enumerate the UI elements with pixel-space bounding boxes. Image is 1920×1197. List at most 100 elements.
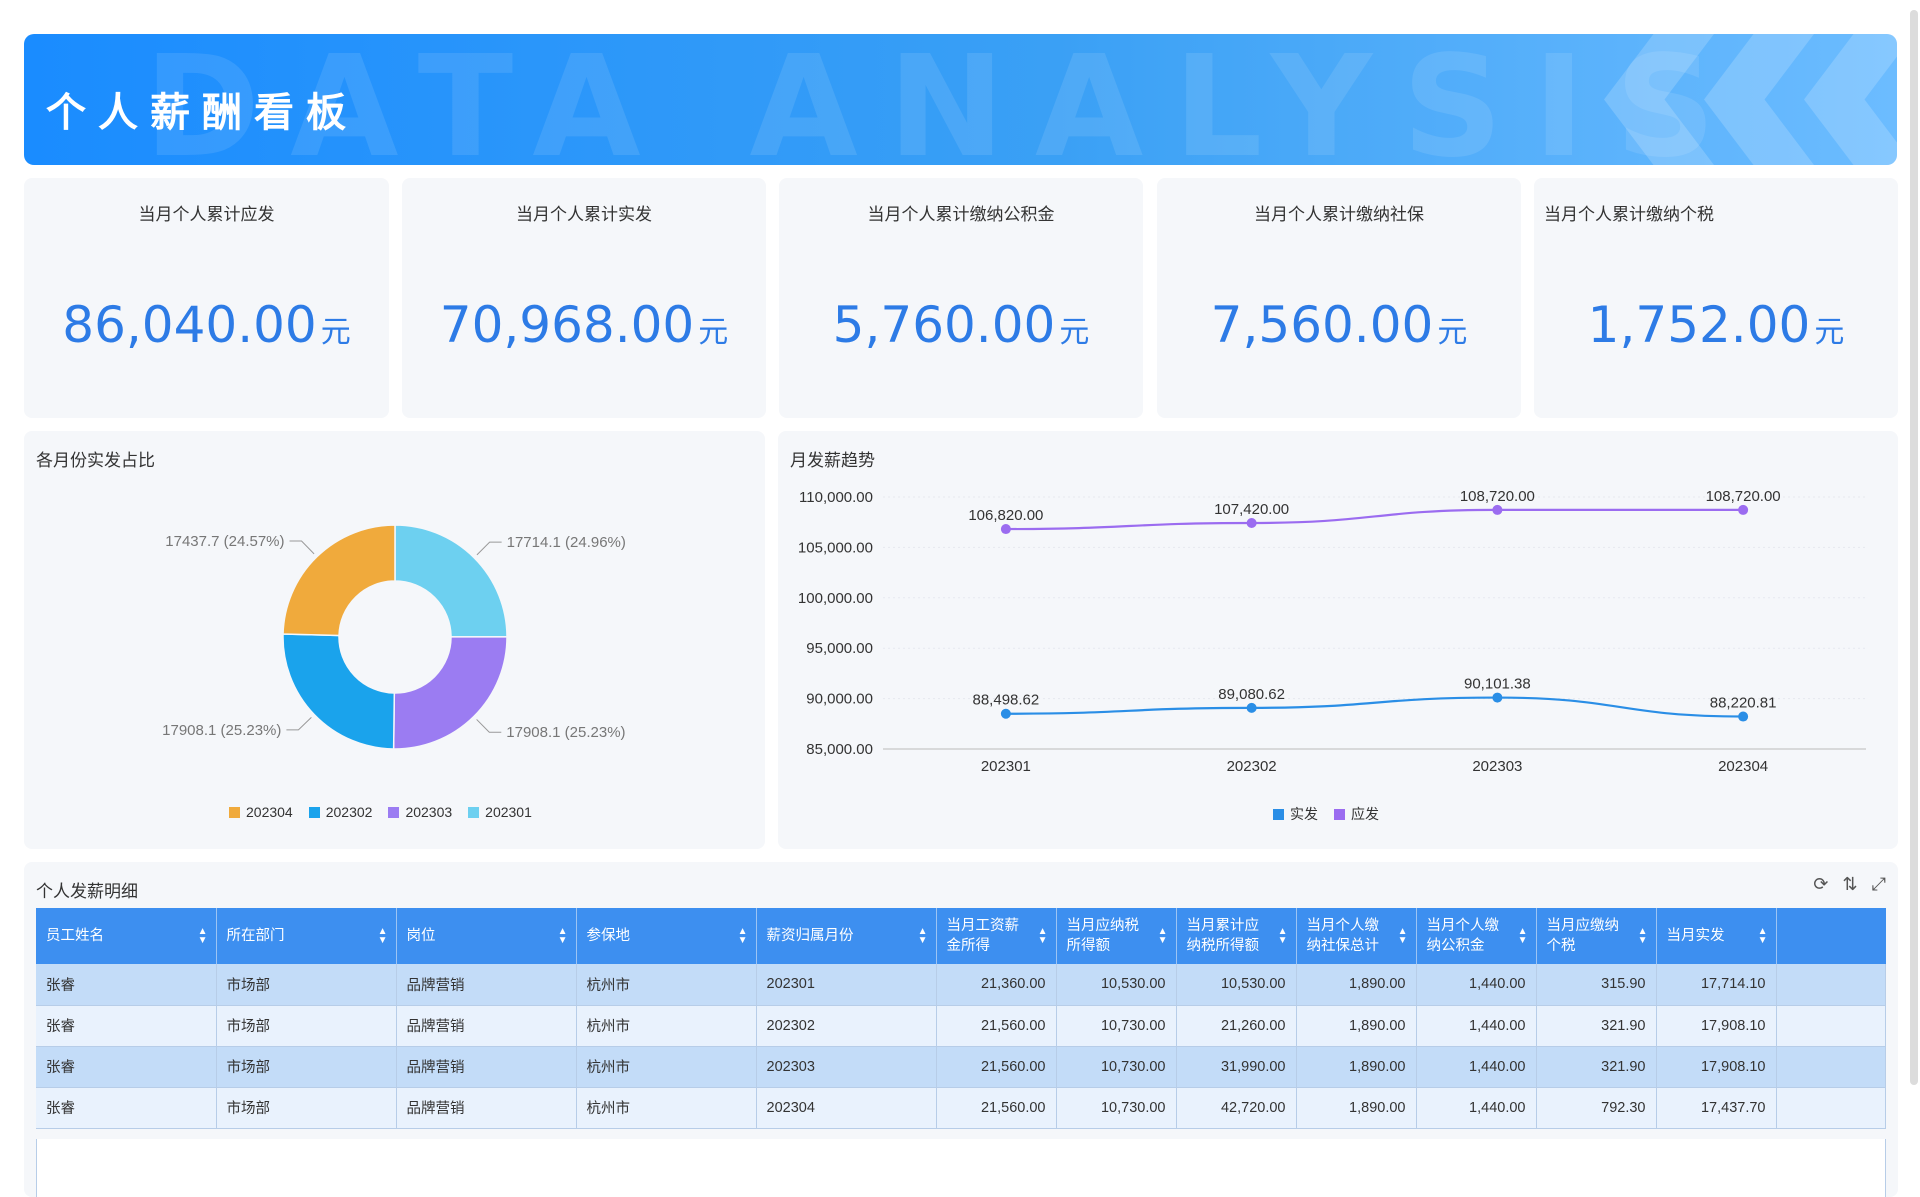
sort-caret-icon[interactable]: ▲ ▼ bbox=[197, 926, 208, 946]
legend-item[interactable]: 应发 bbox=[1334, 804, 1379, 824]
donut-label-line bbox=[286, 717, 312, 731]
legend-item[interactable]: 202302 bbox=[308, 804, 372, 820]
table-cell: 1,890.00 bbox=[1296, 1005, 1417, 1047]
sort-caret-icon[interactable]: ▲ ▼ bbox=[557, 926, 568, 946]
column-header[interactable]: 所在部门 ▲ ▼ bbox=[216, 908, 397, 964]
table-cell: 1,890.00 bbox=[1296, 1046, 1417, 1088]
legend-item[interactable]: 202304 bbox=[229, 804, 293, 820]
table-cell: 202302 bbox=[756, 1005, 937, 1047]
y-tick-label: 85,000.00 bbox=[806, 741, 873, 758]
y-tick-label: 90,000.00 bbox=[806, 691, 873, 708]
kpi-value: 1,752.00 元 bbox=[1587, 296, 1845, 354]
sort-caret-icon[interactable]: ▲ ▼ bbox=[917, 926, 928, 946]
sort-caret-icon[interactable]: ▲ ▼ bbox=[1397, 926, 1408, 946]
kpi-card-housing-fund: 当月个人累计缴纳公积金 5,760.00 元 bbox=[779, 178, 1143, 418]
legend-swatch bbox=[1334, 808, 1345, 820]
table-row[interactable]: 张睿 市场部 品牌营销 杭州市 202301 21,360.00 10,530.00 10,5… bbox=[36, 964, 1886, 1006]
table-cell: 17,714.10 bbox=[1656, 964, 1777, 1006]
column-header[interactable]: 当月累计应纳税所得额 ▲ ▼ bbox=[1176, 908, 1297, 964]
table-cell: 42,720.00 bbox=[1176, 1087, 1297, 1129]
table-cell: 张睿 bbox=[36, 1046, 217, 1088]
column-header[interactable]: 员工姓名 ▲ ▼ bbox=[36, 908, 217, 964]
data-point[interactable] bbox=[1246, 702, 1257, 713]
sort-caret-icon[interactable]: ▲ ▼ bbox=[1037, 926, 1048, 946]
donut-slice[interactable] bbox=[282, 524, 396, 637]
donut-slice[interactable] bbox=[282, 633, 396, 750]
donut-label-line bbox=[476, 719, 502, 733]
kpi-label: 当月个人累计缴纳社保 bbox=[1254, 205, 1424, 224]
sort-caret-icon[interactable]: ▲ ▼ bbox=[1277, 926, 1288, 946]
table-cell: 1,890.00 bbox=[1296, 1087, 1417, 1129]
column-header[interactable]: 薪资归属月份 ▲ ▼ bbox=[756, 908, 937, 964]
column-header[interactable]: 当月个人缴纳社保总计 ▲ ▼ bbox=[1296, 908, 1417, 964]
sort-icon[interactable]: ⇅ bbox=[1842, 874, 1858, 894]
data-point[interactable] bbox=[1738, 711, 1749, 722]
legend-item[interactable]: 202303 bbox=[388, 804, 452, 820]
sort-caret-icon[interactable]: ▲ ▼ bbox=[1757, 926, 1768, 946]
legend-swatch bbox=[1273, 808, 1284, 820]
column-header[interactable]: 当月应缴纳个税 ▲ ▼ bbox=[1536, 908, 1657, 964]
header-banner: DATA ANALYSIS 个人薪酬看板 bbox=[24, 34, 1897, 165]
kpi-label: 当月个人累计缴纳公积金 bbox=[867, 205, 1055, 224]
table-cell: 202301 bbox=[756, 964, 937, 1006]
sort-caret-icon[interactable]: ▲ ▼ bbox=[1157, 926, 1168, 946]
column-header[interactable]: 参保地 ▲ ▼ bbox=[576, 908, 757, 964]
data-point[interactable] bbox=[1492, 692, 1503, 703]
table-cell: 10,730.00 bbox=[1056, 1005, 1177, 1047]
column-header[interactable]: 岗位 ▲ ▼ bbox=[396, 908, 577, 964]
table-cell: 17,908.10 bbox=[1656, 1005, 1777, 1047]
line-legend: 实发 应发 bbox=[1273, 804, 1379, 824]
donut-legend: 202304 202302 202303 202301 bbox=[229, 804, 532, 820]
donut-slice[interactable] bbox=[392, 635, 508, 750]
table-header-row: 员工姓名 ▲ ▼ 所在部门 ▲ ▼ 岗位 ▲ ▼ 参保地 ▲ ▼ 薪资归属月份 ▲ ▼ 当月工资薪金所得 ▲ ▼ 当… bbox=[36, 908, 1886, 964]
page-scrollbar[interactable] bbox=[1910, 10, 1918, 1085]
kpi-card-gross: 当月个人累计应发 86,040.00 元 bbox=[24, 178, 389, 418]
column-header[interactable]: 当月应纳税所得额 ▲ ▼ bbox=[1056, 908, 1177, 964]
y-tick-label: 100,000.00 bbox=[798, 590, 873, 607]
table-row[interactable]: 张睿 市场部 品牌营销 杭州市 202303 21,560.00 10,730.00 31,9… bbox=[36, 1046, 1886, 1088]
salary-detail-table: 员工姓名 ▲ ▼ 所在部门 ▲ ▼ 岗位 ▲ ▼ 参保地 ▲ ▼ 薪资归属月份 ▲ ▼ 当月工资薪金所得 ▲ ▼ 当… bbox=[36, 908, 1886, 1129]
table-row[interactable]: 张睿 市场部 品牌营销 杭州市 202304 21,560.00 10,730.00 42,7… bbox=[36, 1087, 1886, 1129]
fullscreen-icon[interactable]: ⤢ bbox=[1871, 874, 1886, 894]
data-label: 108,720.00 bbox=[1706, 488, 1781, 505]
table-cell: 张睿 bbox=[36, 964, 217, 1006]
x-tick-label: 202303 bbox=[1472, 758, 1522, 775]
data-point[interactable] bbox=[1000, 524, 1011, 535]
data-point[interactable] bbox=[1246, 518, 1257, 529]
kpi-label: 当月个人累计缴纳个税 bbox=[1544, 205, 1714, 224]
refresh-icon[interactable]: ⟳ bbox=[1813, 874, 1829, 894]
legend-item[interactable]: 202301 bbox=[468, 804, 532, 820]
column-header[interactable]: 当月个人缴纳公积金 ▲ ▼ bbox=[1416, 908, 1537, 964]
kpi-value: 5,760.00 元 bbox=[832, 296, 1090, 354]
donut-data-label: 17908.1 (25.23%) bbox=[506, 724, 625, 741]
table-cell: 市场部 bbox=[216, 964, 397, 1006]
table-row[interactable]: 张睿 市场部 品牌营销 杭州市 202302 21,560.00 10,730.00 21,2… bbox=[36, 1005, 1886, 1047]
sort-caret-icon[interactable]: ▲ ▼ bbox=[1637, 926, 1648, 946]
y-tick-label: 110,000.00 bbox=[799, 489, 873, 506]
sort-caret-icon[interactable]: ▲ ▼ bbox=[737, 926, 748, 946]
data-point[interactable] bbox=[1492, 504, 1503, 515]
donut-slice[interactable] bbox=[394, 524, 508, 638]
table-cell: 杭州市 bbox=[576, 1005, 757, 1047]
table-cell: 10,730.00 bbox=[1056, 1087, 1177, 1129]
table-cell: 10,530.00 bbox=[1056, 964, 1177, 1006]
page-title: 个人薪酬看板 bbox=[46, 91, 358, 135]
table-title: 个人发薪明细 bbox=[36, 882, 138, 901]
legend-item[interactable]: 实发 bbox=[1273, 804, 1318, 824]
column-header[interactable]: 当月工资薪金所得 ▲ ▼ bbox=[936, 908, 1057, 964]
kpi-card-social-security: 当月个人累计缴纳社保 7,560.00 元 bbox=[1157, 178, 1521, 418]
data-point[interactable] bbox=[1738, 504, 1749, 515]
table-cell: 品牌营销 bbox=[396, 1087, 577, 1129]
table-cell: 张睿 bbox=[36, 1087, 217, 1129]
kpi-label: 当月个人累计实发 bbox=[516, 205, 652, 224]
sort-caret-icon[interactable]: ▲ ▼ bbox=[1517, 926, 1528, 946]
donut-data-label: 17908.1 (25.23%) bbox=[162, 722, 281, 739]
column-header[interactable]: 当月实发 ▲ ▼ bbox=[1656, 908, 1777, 964]
donut-title: 各月份实发占比 bbox=[36, 451, 155, 470]
table-cell: 21,560.00 bbox=[936, 1087, 1057, 1129]
detail-table-panel: 个人发薪明细 ⟳ ⇅ ⤢ 员工姓名 ▲ ▼ 所在部门 ▲ ▼ 岗位 ▲ ▼ 参保地 ▲ ▼ 薪资归属月份… bbox=[24, 862, 1898, 1197]
kpi-label: 当月个人累计应发 bbox=[138, 205, 275, 224]
sort-caret-icon[interactable]: ▲ ▼ bbox=[377, 926, 388, 946]
data-label: 106,820.00 bbox=[968, 507, 1043, 524]
data-point[interactable] bbox=[1000, 708, 1011, 719]
